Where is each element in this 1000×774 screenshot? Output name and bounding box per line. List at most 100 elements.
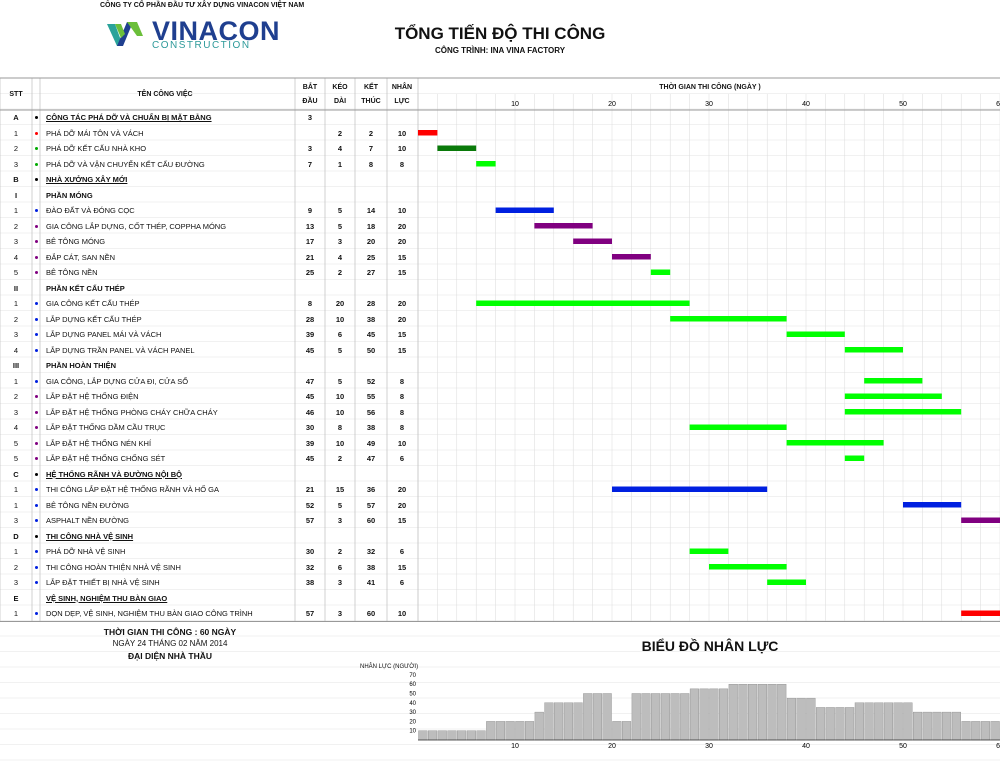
- labor-x-tick: 40: [802, 743, 810, 750]
- row-task-name: ĐÀO ĐẤT VÀ ĐÓNG CỌC: [46, 206, 135, 215]
- row-stt: C: [13, 469, 19, 479]
- row-duration: 2: [337, 547, 343, 556]
- row-start: 21: [305, 252, 315, 262]
- row-stt: II: [13, 283, 19, 293]
- row-duration: 3: [337, 516, 343, 525]
- row-start: 52: [305, 500, 315, 510]
- footer-duration: THỜI GIAN THI CÔNG : 60 NGÀY: [103, 627, 237, 637]
- gantt-bar: [864, 378, 923, 384]
- row-stt: 3: [13, 159, 19, 169]
- labor-bar: [689, 688, 699, 741]
- bullet-icon: [35, 209, 38, 212]
- labor-bar: [583, 693, 593, 741]
- row-duration: 8: [337, 423, 343, 432]
- gantt-tick-label: 30: [705, 101, 713, 108]
- gantt-bar: [476, 300, 690, 306]
- bullet-icon: [35, 116, 38, 119]
- row-end: 60: [366, 516, 376, 525]
- row-task-name: THI CÔNG HOÀN THIỆN NHÀ VỆ SINH: [46, 562, 181, 572]
- gantt-bar: [612, 254, 651, 260]
- labor-bar: [592, 693, 602, 741]
- row-start: 7: [307, 159, 313, 169]
- row-task-name: CÔNG TÁC PHÁ DỠ VÀ CHUẨN BỊ MẶT BẰNG: [46, 113, 212, 122]
- row-start: 28: [305, 314, 315, 324]
- gantt-bar: [709, 564, 787, 570]
- logo-name: VINACON: [152, 16, 281, 46]
- labor-bar: [942, 711, 952, 741]
- row-task-name: LẮP DỰNG KẾT CẤU THÉP: [46, 314, 142, 324]
- row-task-name: PHẦN MÓNG: [46, 190, 93, 200]
- row-stt: 3: [13, 407, 19, 417]
- row-labor: 6: [399, 578, 405, 587]
- bullet-icon: [35, 441, 38, 445]
- row-duration: 5: [337, 500, 343, 510]
- row-duration: 1: [337, 159, 343, 169]
- labor-bar: [699, 688, 709, 741]
- row-task-name: PHÁ DỠ MÁI TÔN VÀ VÁCH: [46, 128, 144, 138]
- bullet-icon: [35, 224, 38, 228]
- labor-bar: [816, 707, 826, 741]
- row-duration: 5: [337, 221, 343, 231]
- labor-chart-ylabel: NHÂN LỰC (NGƯỜI): [360, 664, 419, 670]
- labor-bar: [544, 702, 554, 741]
- bullet-icon: [35, 457, 38, 460]
- row-task-name: PHÁ DỠ VÀ VẬN CHUYỂN KẾT CẤU ĐƯỜNG: [46, 159, 205, 169]
- row-end: 45: [366, 330, 376, 339]
- row-labor: 15: [397, 562, 407, 572]
- row-task-name: LẮP ĐẶT HỆ THỐNG NÉN KHÍ: [46, 438, 152, 448]
- bullet-icon: [35, 178, 38, 181]
- gantt-bar: [844, 409, 962, 415]
- labor-bar: [505, 721, 515, 741]
- labor-bar: [864, 702, 874, 741]
- labor-bar: [777, 684, 787, 741]
- header-start-2: ĐẦU: [302, 98, 318, 105]
- labor-bar: [457, 730, 467, 741]
- row-task-name: BÊ TÔNG MÓNG: [46, 237, 106, 246]
- gantt-tick-label: 50: [899, 101, 907, 108]
- header-duration-2: DÀI: [333, 98, 347, 105]
- row-labor: 10: [397, 206, 407, 215]
- project-subtitle: CÔNG TRÌNH: INA VINA FACTORY: [434, 46, 566, 55]
- row-start: 45: [305, 454, 315, 463]
- labor-bar: [437, 730, 447, 741]
- row-task-name: LẮP ĐẶT HỆ THỐNG CHỐNG SÉT: [46, 454, 166, 463]
- labor-bar: [738, 684, 748, 741]
- row-labor: 10: [397, 128, 407, 138]
- row-task-name: PHẦN KẾT CẤU THÉP: [46, 283, 125, 293]
- footer-contractor: ĐẠI DIỆN NHÀ THẦU: [127, 651, 213, 661]
- row-stt: 5: [13, 438, 19, 448]
- row-start: 46: [305, 407, 315, 417]
- row-end: 20: [366, 237, 376, 246]
- row-labor: 10: [397, 609, 407, 618]
- labor-bar: [786, 697, 796, 741]
- bullet-icon: [35, 519, 38, 522]
- labor-bar: [806, 697, 816, 741]
- row-end: 56: [366, 407, 376, 417]
- labor-bar: [495, 721, 506, 741]
- labor-y-tick: 60: [409, 682, 416, 688]
- row-stt: 2: [13, 221, 19, 231]
- labor-bar: [825, 707, 835, 741]
- row-stt: 3: [13, 330, 19, 339]
- bullet-icon: [35, 379, 38, 383]
- row-stt: 2: [13, 314, 19, 324]
- row-labor: 20: [397, 314, 407, 324]
- gantt-bar: [689, 548, 729, 554]
- gantt-bar: [844, 393, 942, 399]
- row-task-name: GIA CÔNG, LẮP DỰNG CỬA ĐI, CỬA SỔ: [46, 376, 189, 386]
- row-task-name: HỆ THỐNG RÃNH VÀ ĐƯỜNG NỘI BỘ: [46, 469, 182, 479]
- bullet-icon: [35, 581, 38, 584]
- labor-bar: [418, 730, 428, 741]
- header-labor-2: LỰC: [394, 98, 410, 105]
- bullet-icon: [35, 565, 38, 569]
- row-start: 57: [305, 609, 315, 618]
- row-duration: 2: [337, 268, 343, 277]
- row-stt: 2: [13, 562, 19, 572]
- labor-bar: [980, 721, 990, 741]
- gantt-tick-label: 10: [511, 101, 519, 108]
- row-stt: 5: [13, 454, 19, 463]
- logo-sub: CONSTRUCTION: [152, 40, 251, 51]
- labor-bar: [612, 721, 622, 741]
- row-task-name: ĐẮP CÁT, SAN NỀN: [46, 252, 116, 262]
